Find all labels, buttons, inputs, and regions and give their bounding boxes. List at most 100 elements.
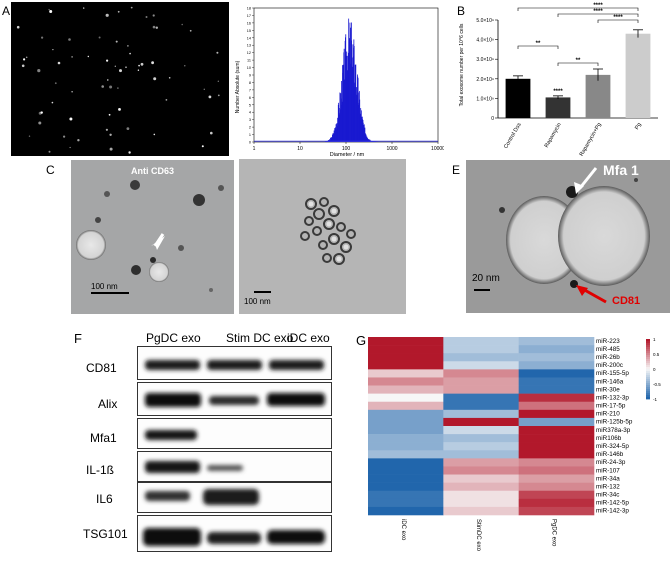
nta-particle — [51, 101, 54, 104]
panel-letter-b: B — [457, 4, 466, 18]
heatmap-cell — [518, 434, 595, 443]
histogram-ytick-label: 1 — [249, 133, 251, 137]
heatmap-cell — [368, 474, 444, 483]
significance-bracket — [557, 13, 639, 17]
nta-particle — [106, 59, 109, 62]
heatmap-row-label: miR-107 — [596, 467, 620, 474]
histogram-xtick-label: 10000 — [431, 146, 444, 152]
nta-particle — [155, 26, 158, 29]
colorbar-segment — [646, 367, 650, 370]
heatmap-cell — [443, 458, 519, 467]
wb-col-stimdc: Stim DC exo — [226, 331, 294, 345]
significance-bracket — [517, 7, 639, 11]
size-distribution-histogram: Number Absolute (sum) Diameter / nm 1 10 1… — [232, 2, 445, 159]
wb-row-mfa1: Mfa1 — [90, 431, 117, 445]
heatmap-cell — [368, 458, 444, 467]
tem-image-exosome-cluster: 100 nm — [239, 159, 406, 314]
heatmap-cell — [518, 401, 595, 411]
nta-particle — [137, 69, 140, 71]
heatmap-cell — [443, 345, 519, 354]
heatmap-cell — [518, 466, 595, 475]
wb-row-alix: Alix — [98, 397, 118, 411]
nta-particle — [107, 79, 109, 81]
heatmap-cell — [443, 442, 519, 451]
histogram-xtick-label: 1000 — [386, 146, 397, 152]
histogram-ytick-label: 8 — [249, 81, 251, 85]
heatmap-cell — [443, 353, 519, 362]
nta-particle — [105, 128, 108, 131]
histogram-ytick-label: 10 — [247, 66, 251, 70]
heatmap-cell — [518, 417, 595, 427]
histogram-ytick-label: 12 — [247, 51, 251, 55]
bar-category-label: Control Dss — [503, 122, 523, 150]
nta-particle — [129, 52, 131, 55]
colorbar-segment — [646, 375, 650, 378]
nta-particle — [117, 87, 119, 89]
wb-row-il1b: IL-1ß — [86, 463, 115, 477]
histogram-xlabel: Diameter / nm — [330, 152, 365, 158]
nta-particle — [153, 77, 157, 81]
bar-ytick-label: 0 — [491, 116, 494, 122]
heatmap-cell — [368, 385, 444, 394]
wb-row-cd81: CD81 — [86, 361, 117, 375]
colorbar-segment — [646, 381, 650, 384]
bar-category-label: Pg — [634, 122, 643, 131]
heatmap-cell — [368, 377, 444, 386]
nta-particle — [37, 69, 41, 73]
nta-particle — [49, 10, 53, 13]
colorbar-segment — [646, 379, 650, 382]
bar-category-label: Rapamycin — [544, 122, 563, 149]
nta-particle — [68, 38, 71, 41]
histogram-ytick-label: 5 — [249, 103, 251, 107]
significance-marker: **** — [593, 3, 603, 9]
significance-marker: ** — [576, 58, 581, 64]
histogram-xtick-label: 10 — [297, 146, 303, 152]
heatmap-cell — [368, 361, 444, 370]
tem-image-mfa1-cd81: Mfa 1 CD81 20 nm — [466, 160, 670, 313]
heatmap-row-label: miR-17-5p — [596, 403, 626, 410]
nta-particle — [140, 62, 144, 66]
bar-ytick-label: 5.0×10⁹ — [476, 18, 494, 24]
nta-particle — [57, 61, 61, 65]
bar-ytick-label: 4.0×10⁹ — [476, 38, 494, 44]
nta-particle — [152, 14, 155, 17]
nta-particle — [153, 133, 156, 136]
heatmap-cell — [518, 450, 595, 459]
heatmap-row-label: miR-324-5p — [596, 443, 629, 450]
nta-particle — [125, 66, 127, 68]
histogram-ytick-label: 18 — [247, 7, 251, 11]
heatmap-cell — [518, 442, 595, 451]
colorbar-segment — [646, 349, 650, 352]
nta-particle — [69, 146, 71, 149]
bar-2 — [585, 74, 611, 118]
wb-row-il6: IL6 — [96, 492, 113, 506]
histogram-ytick-label: 14 — [247, 36, 251, 40]
heatmap-cell — [518, 426, 595, 435]
nta-particle — [217, 94, 220, 97]
heatmap-cell — [443, 466, 519, 475]
heatmap-cell — [518, 353, 595, 362]
nta-particle — [210, 131, 213, 135]
nta-particle — [77, 139, 80, 142]
colorbar-segment — [646, 383, 650, 386]
nta-particle — [208, 95, 212, 99]
nta-particle — [109, 147, 113, 151]
bar-chart-ylabel: Total exosome number per 10^6 cells — [459, 23, 465, 106]
heatmap-column-label: PgDC exo — [551, 519, 557, 547]
heatmap-row-label: miR-142-5p — [596, 500, 629, 507]
panel-letter-g: G — [356, 333, 367, 348]
heatmap-cell — [443, 474, 519, 483]
histogram-ytick-label: 17 — [247, 14, 251, 18]
heatmap-cell — [518, 458, 595, 467]
histogram-ytick-label: 16 — [247, 21, 251, 25]
heatmap-cell — [368, 426, 444, 435]
heatmap-cell — [443, 417, 519, 427]
heatmap-cell — [368, 442, 444, 451]
heatmap-row-label: miR106b — [596, 435, 622, 442]
heatmap-cell — [443, 482, 519, 492]
nta-particle — [119, 69, 122, 73]
nta-particle — [38, 121, 42, 125]
nta-particle — [118, 108, 121, 111]
panel-letter-f: F — [74, 331, 82, 346]
heatmap-cell — [518, 409, 595, 419]
